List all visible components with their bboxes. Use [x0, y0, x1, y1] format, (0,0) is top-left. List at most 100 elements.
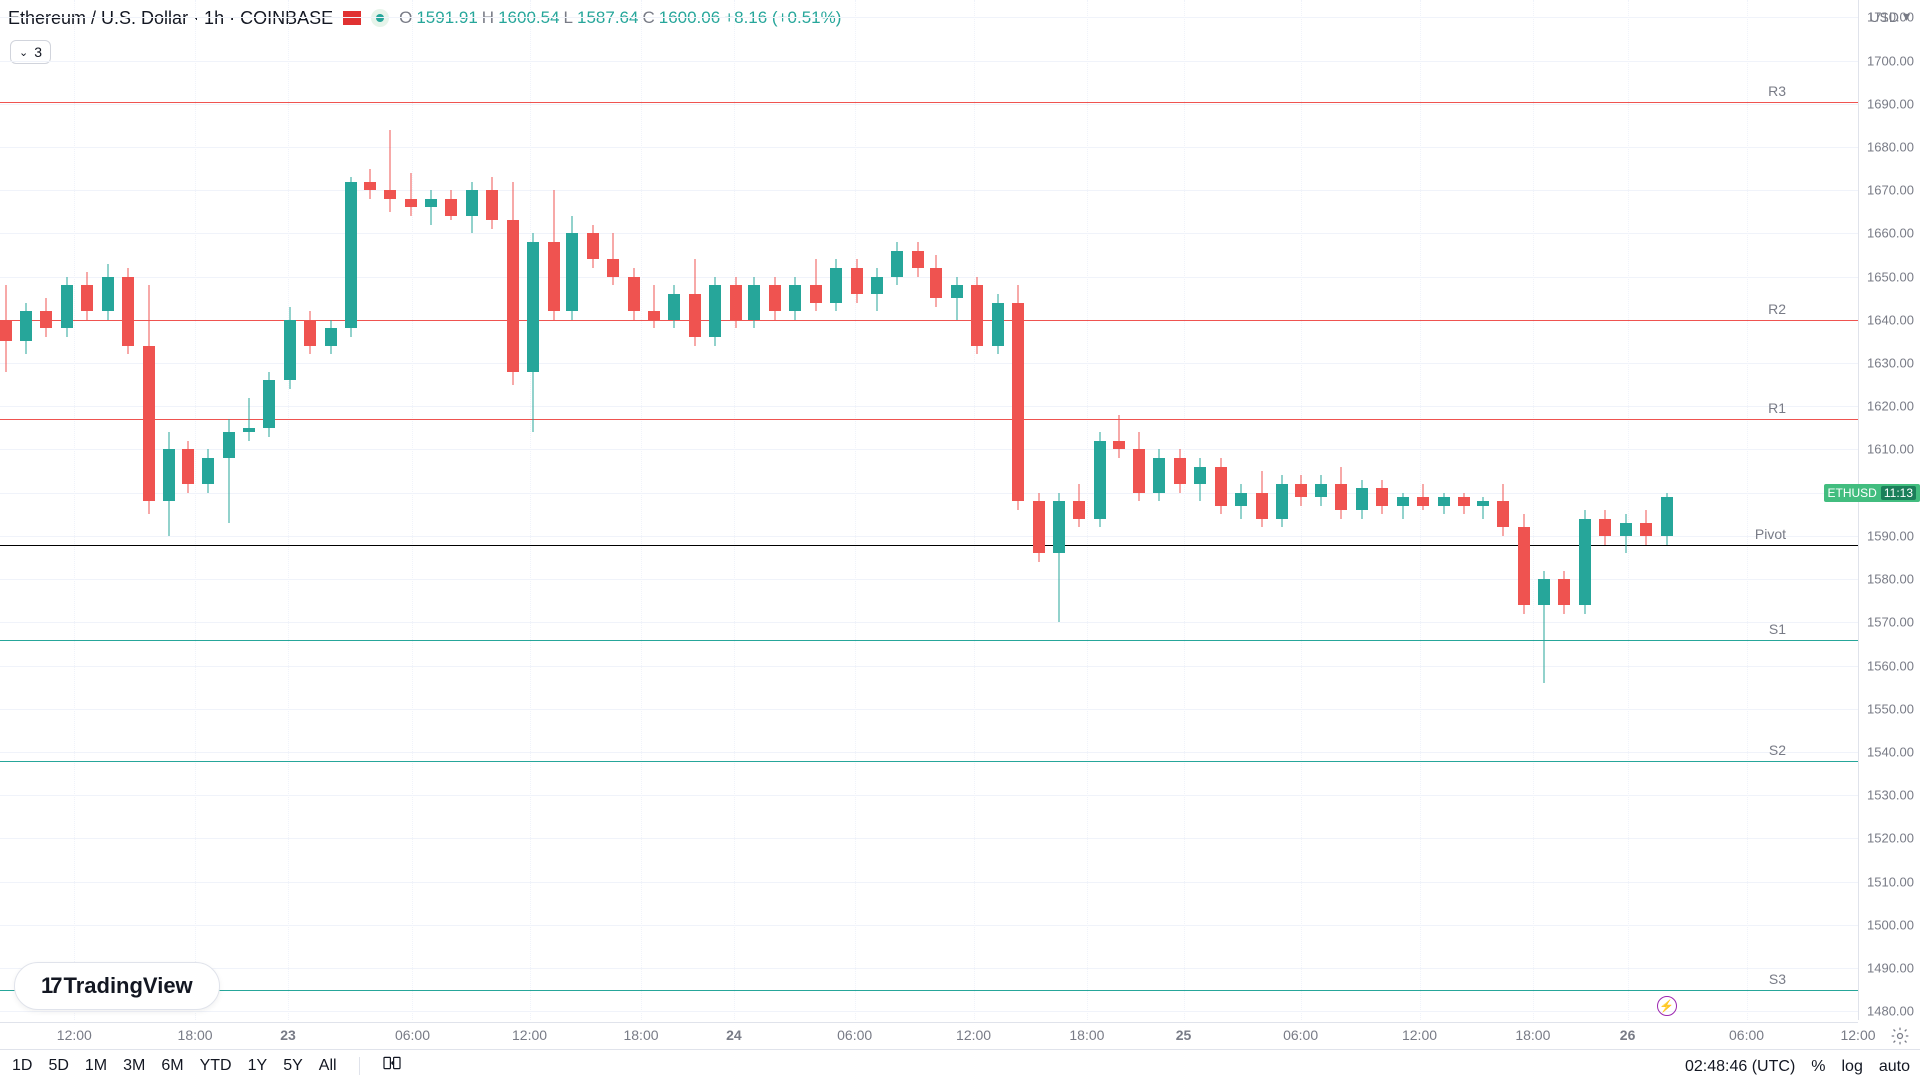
- timeframe-ytd[interactable]: YTD: [200, 1057, 232, 1075]
- time-axis[interactable]: 12:0018:002306:0012:0018:002406:0012:001…: [0, 1022, 1858, 1048]
- gridline: [0, 666, 1858, 667]
- price-tick: 1570.00: [1867, 615, 1914, 630]
- pivot-label: S3: [1769, 971, 1786, 987]
- price-tick: 1640.00: [1867, 312, 1914, 327]
- pivot-line-r1: [0, 419, 1858, 420]
- price-tick: 1660.00: [1867, 226, 1914, 241]
- gridline: [0, 1011, 1858, 1012]
- time-tick: 18:00: [1515, 1027, 1550, 1043]
- gridline: [0, 622, 1858, 623]
- gridline: [0, 449, 1858, 450]
- gridline: [1420, 0, 1421, 1020]
- gridline: [0, 925, 1858, 926]
- clock: 02:48:46 (UTC): [1685, 1058, 1795, 1076]
- pivot-label: R1: [1768, 400, 1786, 416]
- time-tick: 12:00: [1402, 1027, 1437, 1043]
- price-tick: 1620.00: [1867, 399, 1914, 414]
- gridline: [412, 0, 413, 1020]
- price-tick: 1630.00: [1867, 356, 1914, 371]
- pivot-line-s3: [0, 990, 1858, 991]
- price-tick: 1580.00: [1867, 572, 1914, 587]
- time-tick: 18:00: [178, 1027, 213, 1043]
- pivot-label: S1: [1769, 621, 1786, 637]
- timeframe-3m[interactable]: 3M: [123, 1057, 145, 1075]
- gridline: [641, 0, 642, 1020]
- price-tick: 1480.00: [1867, 1004, 1914, 1019]
- price-tick: 1490.00: [1867, 961, 1914, 976]
- price-tick: 1520.00: [1867, 831, 1914, 846]
- time-tick: 25: [1176, 1027, 1192, 1043]
- gridline: [0, 493, 1858, 494]
- timeframe-selector: 1D 5D 1M 3M 6M YTD 1Y 5Y All: [12, 1055, 402, 1076]
- gridline: [195, 0, 196, 1020]
- price-tick: 1710.00: [1867, 10, 1914, 25]
- gridline: [1301, 0, 1302, 1020]
- timeframe-all[interactable]: All: [319, 1057, 337, 1075]
- go-to-realtime-icon[interactable]: ⚡: [1657, 996, 1677, 1016]
- timeframe-1m[interactable]: 1M: [85, 1057, 107, 1075]
- date-range-icon[interactable]: [382, 1055, 402, 1076]
- pivot-label: S2: [1769, 742, 1786, 758]
- price-tick: 1560.00: [1867, 658, 1914, 673]
- price-tick: 1530.00: [1867, 788, 1914, 803]
- price-tick: 1540.00: [1867, 745, 1914, 760]
- pivot-line-s2: [0, 761, 1858, 762]
- gridline: [1533, 0, 1534, 1020]
- time-tick: 12:00: [512, 1027, 547, 1043]
- gear-icon[interactable]: [1890, 1026, 1910, 1046]
- gridline: [288, 0, 289, 1020]
- price-tick: 1610.00: [1867, 442, 1914, 457]
- price-tick: 1670.00: [1867, 183, 1914, 198]
- gridline: [74, 0, 75, 1020]
- time-tick: 18:00: [1069, 1027, 1104, 1043]
- gridline: [0, 752, 1858, 753]
- price-tick: 1500.00: [1867, 917, 1914, 932]
- gridline: [0, 17, 1858, 18]
- timeframe-1y[interactable]: 1Y: [248, 1057, 268, 1075]
- time-tick: 06:00: [1729, 1027, 1764, 1043]
- gridline: [734, 0, 735, 1020]
- gridline: [0, 190, 1858, 191]
- gridline: [0, 104, 1858, 105]
- pivot-line-r3: [0, 102, 1858, 103]
- pivot-label: R2: [1768, 301, 1786, 317]
- price-tick: 1700.00: [1867, 53, 1914, 68]
- gridline: [1087, 0, 1088, 1020]
- timeframe-5d[interactable]: 5D: [48, 1057, 68, 1075]
- gridline: [0, 147, 1858, 148]
- price-tick: 1550.00: [1867, 701, 1914, 716]
- price-axis[interactable]: 1710.001700.001690.001680.001670.001660.…: [1858, 0, 1920, 1020]
- gridline: [0, 277, 1858, 278]
- gridline: [1628, 0, 1629, 1020]
- percent-scale-button[interactable]: %: [1811, 1058, 1825, 1076]
- time-tick: 26: [1620, 1027, 1636, 1043]
- pivot-label: R3: [1768, 83, 1786, 99]
- last-price-badge: ETHUSD11:13: [1824, 484, 1920, 502]
- time-tick: 06:00: [837, 1027, 872, 1043]
- gridline: [530, 0, 531, 1020]
- gridline: [0, 233, 1858, 234]
- log-scale-button[interactable]: log: [1842, 1058, 1863, 1076]
- price-tick: 1510.00: [1867, 874, 1914, 889]
- gridline: [0, 406, 1858, 407]
- gridline: [0, 838, 1858, 839]
- timeframe-6m[interactable]: 6M: [161, 1057, 183, 1075]
- time-tick: 12:00: [1840, 1027, 1875, 1043]
- bottom-right-controls: 02:48:46 (UTC) % log auto: [1685, 1058, 1910, 1076]
- gridline: [855, 0, 856, 1020]
- timeframe-1d[interactable]: 1D: [12, 1057, 32, 1075]
- time-tick: 24: [726, 1027, 742, 1043]
- gridline: [0, 882, 1858, 883]
- price-tick: 1590.00: [1867, 528, 1914, 543]
- auto-scale-button[interactable]: auto: [1879, 1058, 1910, 1076]
- pivot-line-s1: [0, 640, 1858, 641]
- time-tick: 06:00: [395, 1027, 430, 1043]
- time-tick: 12:00: [57, 1027, 92, 1043]
- chart-pane[interactable]: R3R2R1PivotS1S2S3⚡: [0, 0, 1858, 1020]
- timeframe-5y[interactable]: 5Y: [283, 1057, 303, 1075]
- time-tick: 12:00: [956, 1027, 991, 1043]
- gridline: [0, 968, 1858, 969]
- gridline: [974, 0, 975, 1020]
- tradingview-logo[interactable]: 17TradingView: [14, 962, 220, 1010]
- price-tick: 1680.00: [1867, 139, 1914, 154]
